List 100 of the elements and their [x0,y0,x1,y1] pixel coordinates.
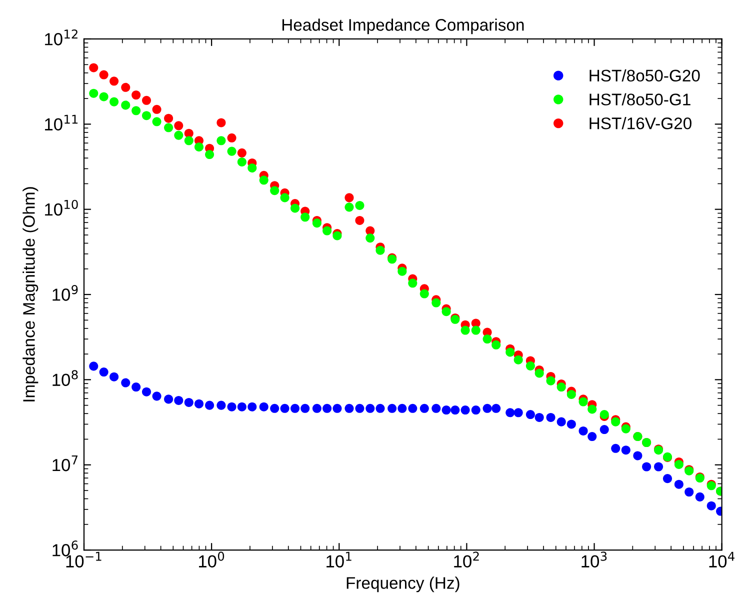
point [526,410,535,420]
point [344,404,354,413]
x-tick-label: 10$^{1}$ [326,552,352,568]
point [332,404,342,413]
point [684,487,694,497]
y-tick-label: 10$^{6}$ [52,540,78,556]
point [460,406,470,415]
point [674,480,684,489]
point [450,406,460,415]
point [546,412,556,422]
point [237,157,246,166]
point [121,100,130,110]
point [556,417,566,426]
y-tick-label: 10$^{11}$ [45,114,78,131]
point [312,404,322,413]
point [300,404,310,413]
point [322,226,332,236]
legend-label: HST/8o50-G1 [590,93,690,106]
y-tick-label: 10$^{7}$ [52,456,78,472]
y-tick-label: 10$^{12}$ [45,29,78,46]
point [164,394,174,404]
point [121,378,130,388]
point [420,289,429,298]
point [205,150,214,160]
point [152,117,162,126]
point [578,426,588,436]
point [366,404,375,413]
point [227,133,236,142]
point [460,326,470,335]
point [248,402,257,412]
point [534,412,544,422]
legend-label: HST/8o50-G20 [590,69,700,82]
point [588,432,597,442]
point [706,501,716,510]
point [662,474,672,484]
point [492,404,501,413]
point [164,123,174,132]
point [398,404,407,413]
point [546,376,556,386]
point [578,397,588,406]
point [471,326,480,335]
y-tick-label: 10$^{10}$ [45,200,78,216]
point [408,278,418,288]
point [566,420,576,429]
point [420,404,429,413]
point [654,462,664,472]
point [110,97,119,106]
point [89,88,98,98]
point [355,216,364,225]
point [600,424,609,434]
point [355,404,364,413]
point [280,404,290,413]
point [408,404,418,413]
point [184,136,194,146]
y-tick-label: 10$^{9}$ [52,284,78,301]
point [142,387,152,396]
y-tick-label: 10$^{8}$ [52,370,78,386]
point [89,362,98,371]
point [621,446,630,455]
point [388,404,397,413]
point [216,400,226,410]
point [132,382,141,392]
point [471,406,480,415]
point [227,146,236,156]
x-tick-label: 10$^{0}$ [199,552,224,568]
point [132,90,141,100]
point [290,204,300,213]
point [237,148,246,158]
point [142,111,152,120]
point [152,392,162,401]
point [355,200,364,210]
point [300,212,310,222]
point [526,361,535,370]
point [259,402,268,412]
point [174,130,184,140]
x-axis-title: Frequency (Hz) [346,576,460,592]
point [121,82,130,92]
x-tick-label: 10$^{3}$ [582,552,607,568]
point [566,390,576,400]
point [216,136,226,146]
point [642,462,652,472]
point [99,368,108,377]
point [492,340,501,350]
point [99,92,108,102]
point [174,396,184,405]
point [227,402,236,412]
point [110,372,119,382]
point [482,404,492,413]
point [534,368,544,378]
point [99,70,108,80]
point [376,246,385,255]
chart-title: Headset Impedance Comparison [282,18,524,34]
point [110,76,119,86]
point [194,142,204,152]
point [248,163,257,172]
point [322,404,332,413]
point [514,408,523,418]
point [398,266,407,276]
point [514,355,523,364]
point [290,404,300,413]
